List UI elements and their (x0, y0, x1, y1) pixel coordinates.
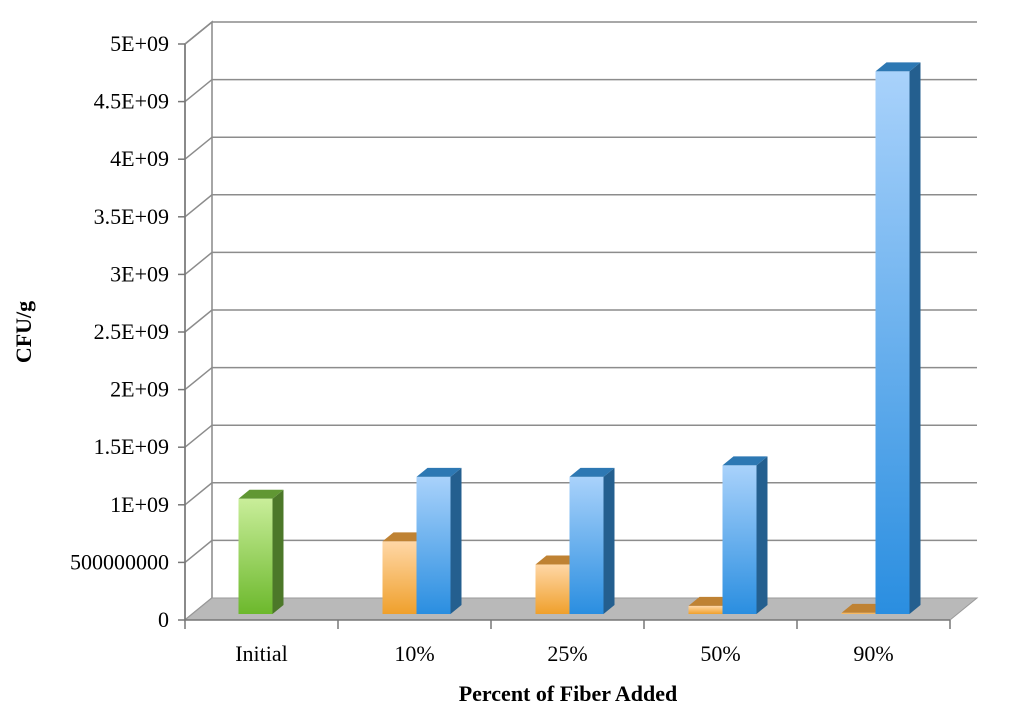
bar (416, 467, 462, 614)
y-axis: 0 500000000 1E+09 1.5E+09 2E+09 2.5E+09 3E+09 3… (70, 31, 186, 632)
y-tick-label: 3E+09 (110, 261, 169, 286)
bar-front (416, 476, 451, 614)
gridline (184, 136, 977, 160)
gridline (184, 194, 977, 218)
bar-front (238, 498, 273, 614)
y-tick-label: 1E+09 (110, 492, 169, 517)
bar (569, 467, 615, 614)
x-tick-label: 50% (700, 641, 740, 666)
y-tick-label: 4.5E+09 (94, 89, 169, 114)
bar (238, 489, 284, 614)
bar-front (535, 564, 570, 614)
bar-top (875, 62, 921, 72)
gridline (184, 251, 977, 275)
y-axis-title: CFU/g (11, 301, 36, 363)
y-tick-label: 500000000 (70, 549, 169, 574)
bar-front (569, 476, 604, 614)
y-tick-label: 3.5E+09 (94, 204, 169, 229)
gridline (184, 482, 977, 506)
y-tick-label: 2E+09 (110, 377, 169, 402)
x-tick-label: 90% (853, 641, 893, 666)
gridline (184, 78, 977, 103)
bar-side (603, 467, 615, 614)
bar-top (841, 603, 887, 613)
bar-front (722, 465, 757, 614)
bar-top (238, 489, 284, 499)
bar-front (875, 71, 910, 614)
bar-top (569, 467, 615, 477)
bar-top (722, 456, 768, 466)
gridlines (184, 21, 977, 563)
bar (875, 62, 921, 614)
gridline (184, 21, 977, 45)
x-tick-label: 10% (394, 641, 434, 666)
y-tick-label: 5E+09 (110, 31, 169, 56)
x-tick-label: 25% (547, 641, 587, 666)
gridline (184, 366, 977, 391)
bars (238, 62, 921, 614)
gridline (184, 424, 977, 448)
bar-front (688, 605, 723, 614)
y-tick-label: 2.5E+09 (94, 319, 169, 344)
x-tick-label: Initial (235, 641, 288, 666)
bar-front (382, 541, 417, 614)
bar-top (416, 467, 462, 477)
gridline (184, 309, 977, 333)
y-tick-label: 4E+09 (110, 146, 169, 171)
y-tick-label: 0 (158, 607, 169, 632)
bar-side (909, 62, 921, 614)
bar-side (756, 456, 768, 614)
bar-side (450, 467, 462, 614)
bar-top (688, 596, 734, 606)
bar (722, 456, 768, 614)
x-axis-title: Percent of Fiber Added (459, 681, 678, 706)
x-axis: Initial 10% 25% 50% 90% (184, 619, 951, 666)
bar-top (535, 555, 581, 565)
y-tick-label: 1.5E+09 (94, 434, 169, 459)
bar-side (272, 489, 284, 614)
bar-front (841, 612, 876, 614)
gridline (184, 539, 977, 563)
bar-top (382, 532, 428, 542)
